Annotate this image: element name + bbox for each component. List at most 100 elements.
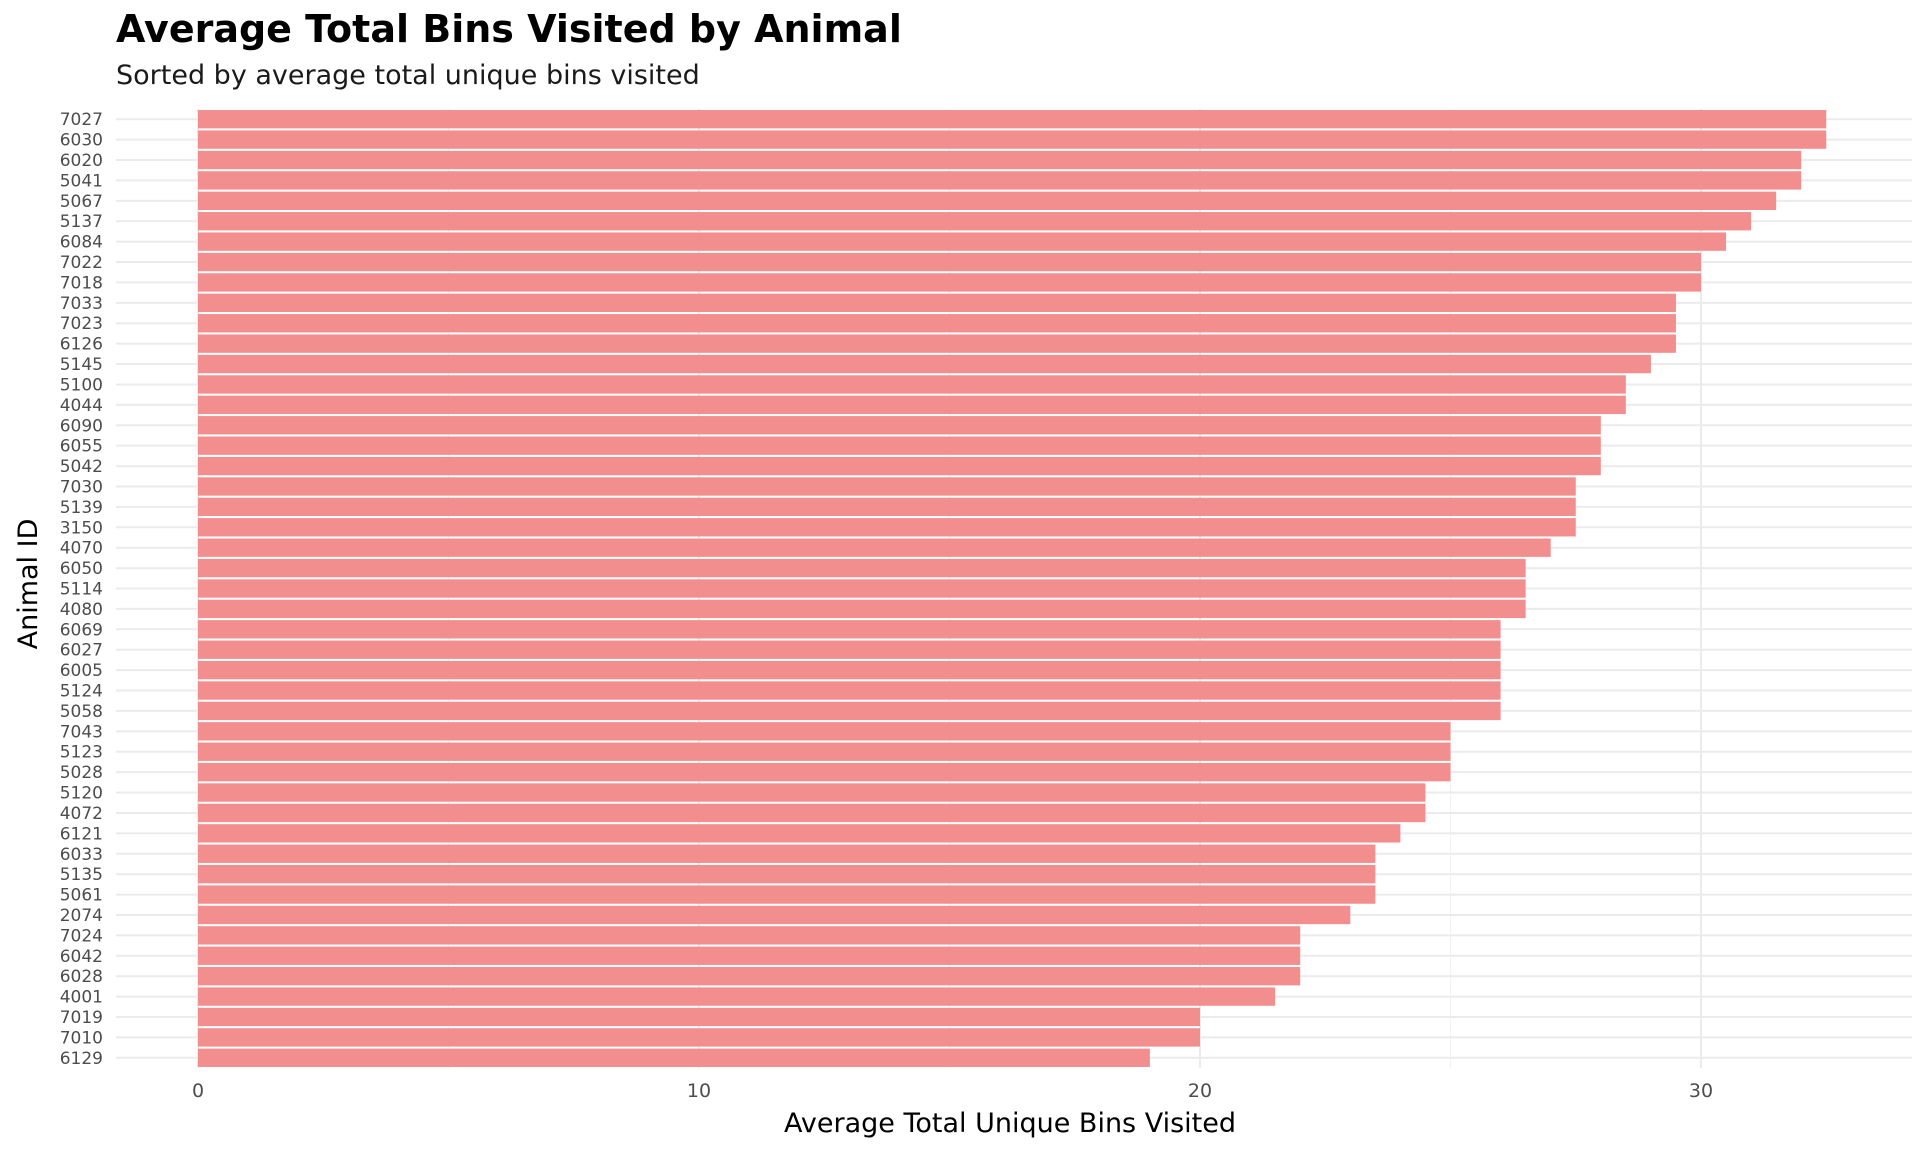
- y-tick-label: 6020: [60, 151, 103, 171]
- bar-6028: [198, 966, 1301, 986]
- y-tick-label: 7010: [60, 1028, 103, 1048]
- chart-title: Average Total Bins Visited by Animal: [116, 7, 902, 51]
- y-tick-label: 7033: [60, 294, 103, 314]
- bar-5114: [198, 579, 1526, 598]
- bar-7024: [198, 926, 1301, 945]
- bar-2074: [198, 905, 1351, 925]
- y-tick-label: 7030: [60, 477, 103, 497]
- y-tick-label: 7018: [60, 273, 103, 293]
- y-tick-label: 5123: [60, 743, 103, 763]
- y-tick-label: 6121: [60, 824, 103, 844]
- y-tick-label: 4072: [60, 804, 103, 824]
- y-tick-label: 3150: [60, 518, 103, 538]
- y-tick-label: 5135: [60, 865, 103, 885]
- y-tick-label: 7024: [60, 926, 103, 946]
- bar-6005: [198, 660, 1501, 680]
- y-tick-label: 6027: [60, 641, 103, 661]
- y-tick-label: 5120: [60, 784, 103, 804]
- bar-6126: [198, 334, 1676, 353]
- y-tick-label: 7043: [60, 722, 103, 742]
- bar-4001: [198, 987, 1276, 1006]
- y-tick-label: 7022: [60, 253, 103, 273]
- bar-6055: [198, 436, 1601, 455]
- y-tick-label: 2074: [60, 906, 103, 926]
- x-tick-label: 30: [1689, 1080, 1713, 1102]
- y-tick-label: 5058: [60, 702, 103, 722]
- bar-6033: [198, 844, 1376, 863]
- y-tick-label: 5067: [60, 192, 103, 212]
- y-tick-label: 4080: [60, 600, 103, 620]
- y-tick-label: 5100: [60, 375, 103, 395]
- x-tick-label: 20: [1188, 1080, 1212, 1102]
- y-tick-label: 5124: [60, 682, 103, 702]
- bar-6121: [198, 824, 1401, 843]
- bar-5100: [198, 375, 1626, 394]
- x-tick-label: 0: [192, 1080, 204, 1102]
- bar-5123: [198, 742, 1451, 761]
- y-tick-label: 6042: [60, 947, 103, 967]
- bar-6030: [198, 130, 1827, 149]
- bar-5067: [198, 191, 1777, 211]
- bar-5145: [198, 354, 1651, 374]
- bar-7023: [198, 314, 1676, 333]
- bar-7022: [198, 252, 1701, 272]
- bar-4072: [198, 803, 1426, 823]
- y-tick-label: 7023: [60, 314, 103, 334]
- y-tick-label: 5041: [60, 171, 103, 191]
- bar-4070: [198, 538, 1551, 557]
- chart-subtitle: Sorted by average total unique bins visi…: [116, 60, 700, 91]
- y-tick-label: 5137: [60, 212, 103, 232]
- y-tick-label: 7027: [60, 110, 103, 130]
- bar-5120: [198, 783, 1426, 802]
- x-tick-label: 10: [687, 1080, 711, 1102]
- bar-3150: [198, 518, 1576, 537]
- bar-6020: [198, 150, 1802, 170]
- y-tick-label: 5028: [60, 763, 103, 783]
- bar-7043: [198, 722, 1451, 741]
- y-tick-label: 4044: [60, 396, 103, 416]
- y-tick-label: 4001: [60, 988, 103, 1008]
- y-tick-label: 6129: [60, 1049, 103, 1069]
- x-axis-label: Average Total Unique Bins Visited: [784, 1108, 1236, 1139]
- bar-6042: [198, 946, 1301, 965]
- bar-6090: [198, 416, 1601, 435]
- bar-6129: [198, 1048, 1150, 1067]
- y-tick-label: 6050: [60, 559, 103, 579]
- y-axis-label: Animal ID: [13, 519, 44, 650]
- y-tick-label: 6028: [60, 967, 103, 987]
- bar-7019: [198, 1007, 1200, 1027]
- bar-7033: [198, 293, 1676, 313]
- bar-4044: [198, 395, 1626, 415]
- bar-6084: [198, 232, 1727, 251]
- bar-6027: [198, 640, 1501, 659]
- bar-6069: [198, 620, 1501, 639]
- bar-5139: [198, 497, 1576, 517]
- bar-7030: [198, 477, 1576, 496]
- y-tick-label: 6033: [60, 845, 103, 865]
- y-tick-labels: 7027603060205041506751376084702270187033…: [60, 110, 103, 1069]
- y-tick-label: 4070: [60, 539, 103, 559]
- bar-5042: [198, 456, 1601, 476]
- bar-4080: [198, 599, 1526, 619]
- x-tick-labels: 0 10 20 30: [192, 1080, 1713, 1102]
- y-tick-label: 6126: [60, 335, 103, 355]
- y-tick-label: 6030: [60, 131, 103, 151]
- y-tick-label: 6084: [60, 233, 103, 253]
- bar-5124: [198, 681, 1501, 700]
- bar-7010: [198, 1028, 1200, 1047]
- bar-5058: [198, 701, 1501, 721]
- y-tick-label: 5145: [60, 355, 103, 375]
- bar-5041: [198, 171, 1802, 190]
- bar-5061: [198, 885, 1376, 904]
- bar-6050: [198, 558, 1526, 578]
- y-tick-label: 5061: [60, 886, 103, 906]
- y-tick-label: 6055: [60, 437, 103, 457]
- bar-5137: [198, 212, 1752, 231]
- y-tick-label: 5042: [60, 457, 103, 477]
- bar-5135: [198, 864, 1376, 884]
- y-tick-label: 5114: [60, 580, 103, 600]
- bar-7018: [198, 273, 1701, 292]
- y-tick-label: 6005: [60, 661, 103, 681]
- y-tick-label: 5139: [60, 498, 103, 518]
